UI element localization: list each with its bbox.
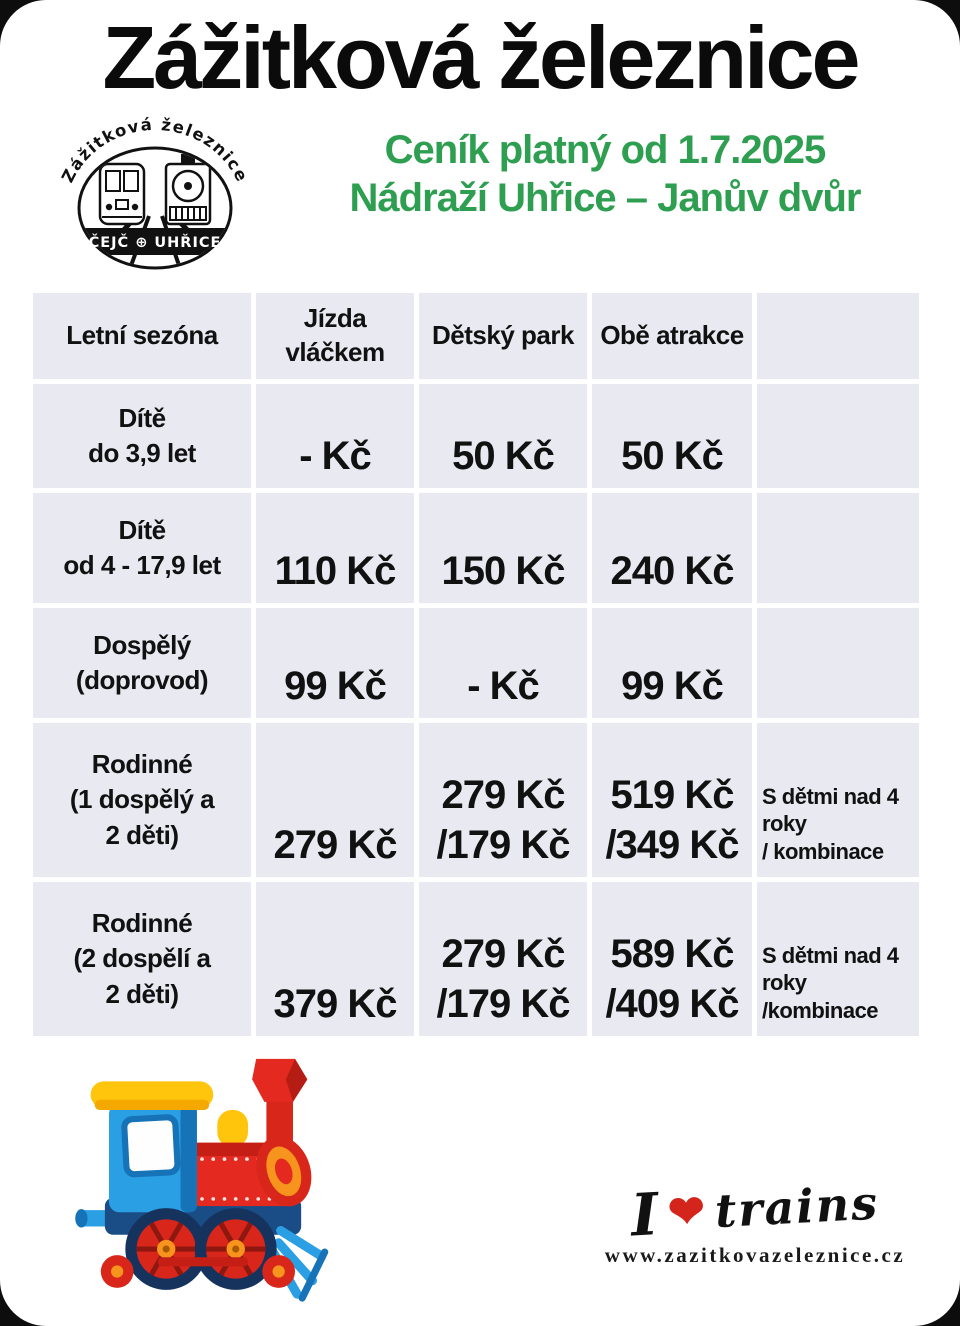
price-cell: 110 Kč bbox=[256, 493, 414, 603]
header-cell-empty bbox=[757, 293, 919, 379]
toy-train-illustration bbox=[64, 1048, 340, 1310]
website-url: www.zazitkovazeleznice.cz bbox=[604, 1243, 906, 1267]
price-cell: 240 Kč bbox=[592, 493, 752, 603]
price-table: Letní sezóna Jízda vláčkem Dětský park O… bbox=[28, 288, 924, 1041]
table-row: Rodinné (1 dospělý a 2 děti) 279 Kč 279 … bbox=[33, 723, 919, 877]
heart-icon: ❤ bbox=[666, 1185, 707, 1239]
price-cell: 99 Kč bbox=[256, 608, 414, 718]
price-cell: - Kč bbox=[419, 608, 587, 718]
price-cell: 379 Kč bbox=[256, 882, 414, 1036]
price-cell: 279 Kč /179 Kč bbox=[419, 723, 587, 877]
note-cell: S dětmi nad 4 roky / kombinace bbox=[757, 723, 919, 877]
price-cell: 589 Kč /409 Kč bbox=[592, 882, 752, 1036]
subtitle-route: Nádraží Uhřice – Janův dvůr bbox=[349, 176, 862, 220]
price-list-subtitle: Ceník platný od 1.7.2025 Nádraží Uhřice … bbox=[280, 126, 930, 222]
railway-logo-icon: Zážitková železnice bbox=[50, 108, 260, 272]
note-cell bbox=[757, 384, 919, 488]
row-label-cell: Dospělý (doprovod) bbox=[33, 608, 251, 718]
table-row: Rodinné (2 dospělí a 2 děti) 379 Kč 279 … bbox=[33, 882, 919, 1036]
table-row: Dospělý (doprovod) 99 Kč - Kč 99 Kč bbox=[33, 608, 919, 718]
row-label-cell: Dítě do 3,9 let bbox=[33, 384, 251, 488]
i-love-trains-logo: I ❤ trains bbox=[574, 1169, 937, 1250]
subtitle-validity: Ceník platný od 1.7.2025 bbox=[384, 128, 827, 172]
brand-letter-i: I bbox=[629, 1180, 660, 1250]
table-header-row: Letní sezóna Jízda vláčkem Dětský park O… bbox=[33, 293, 919, 379]
table-row: Dítě od 4 - 17,9 let 110 Kč 150 Kč 240 K… bbox=[33, 493, 919, 603]
price-cell: - Kč bbox=[256, 384, 414, 488]
row-label-cell: Rodinné (1 dospělý a 2 děti) bbox=[33, 723, 251, 877]
price-cell: 99 Kč bbox=[592, 608, 752, 718]
price-cell: 50 Kč bbox=[592, 384, 752, 488]
header-cell-kids-park: Dětský park bbox=[419, 293, 587, 379]
header-cell-season: Letní sezóna bbox=[33, 293, 251, 379]
table-row: Dítě do 3,9 let - Kč 50 Kč 50 Kč bbox=[33, 384, 919, 488]
price-cell: 519 Kč /349 Kč bbox=[592, 723, 752, 877]
logo-steam-loco-icon bbox=[164, 154, 212, 226]
logo-railcar-icon bbox=[98, 162, 146, 226]
header-cell-train-ride: Jízda vláčkem bbox=[256, 293, 414, 379]
row-label-cell: Rodinné (2 dospělí a 2 děti) bbox=[33, 882, 251, 1036]
note-cell bbox=[757, 493, 919, 603]
price-cell: 279 Kč /179 Kč bbox=[419, 882, 587, 1036]
row-label-cell: Dítě od 4 - 17,9 let bbox=[33, 493, 251, 603]
logo-band-text: ČEJČ ⊕ UHŘICE bbox=[89, 233, 222, 251]
note-cell: S dětmi nad 4 roky /kombinace bbox=[757, 882, 919, 1036]
note-cell bbox=[757, 608, 919, 718]
header-cell-both-attractions: Obě atrakce bbox=[592, 293, 752, 379]
price-cell: 150 Kč bbox=[419, 493, 587, 603]
price-cell: 279 Kč bbox=[256, 723, 414, 877]
page-title: Zážitková železnice bbox=[102, 8, 861, 107]
brand-word-trains: trains bbox=[713, 1175, 881, 1239]
price-cell: 50 Kč bbox=[419, 384, 587, 488]
footer-brand: I ❤ trains www.zazitkovazeleznice.cz bbox=[575, 1176, 935, 1268]
